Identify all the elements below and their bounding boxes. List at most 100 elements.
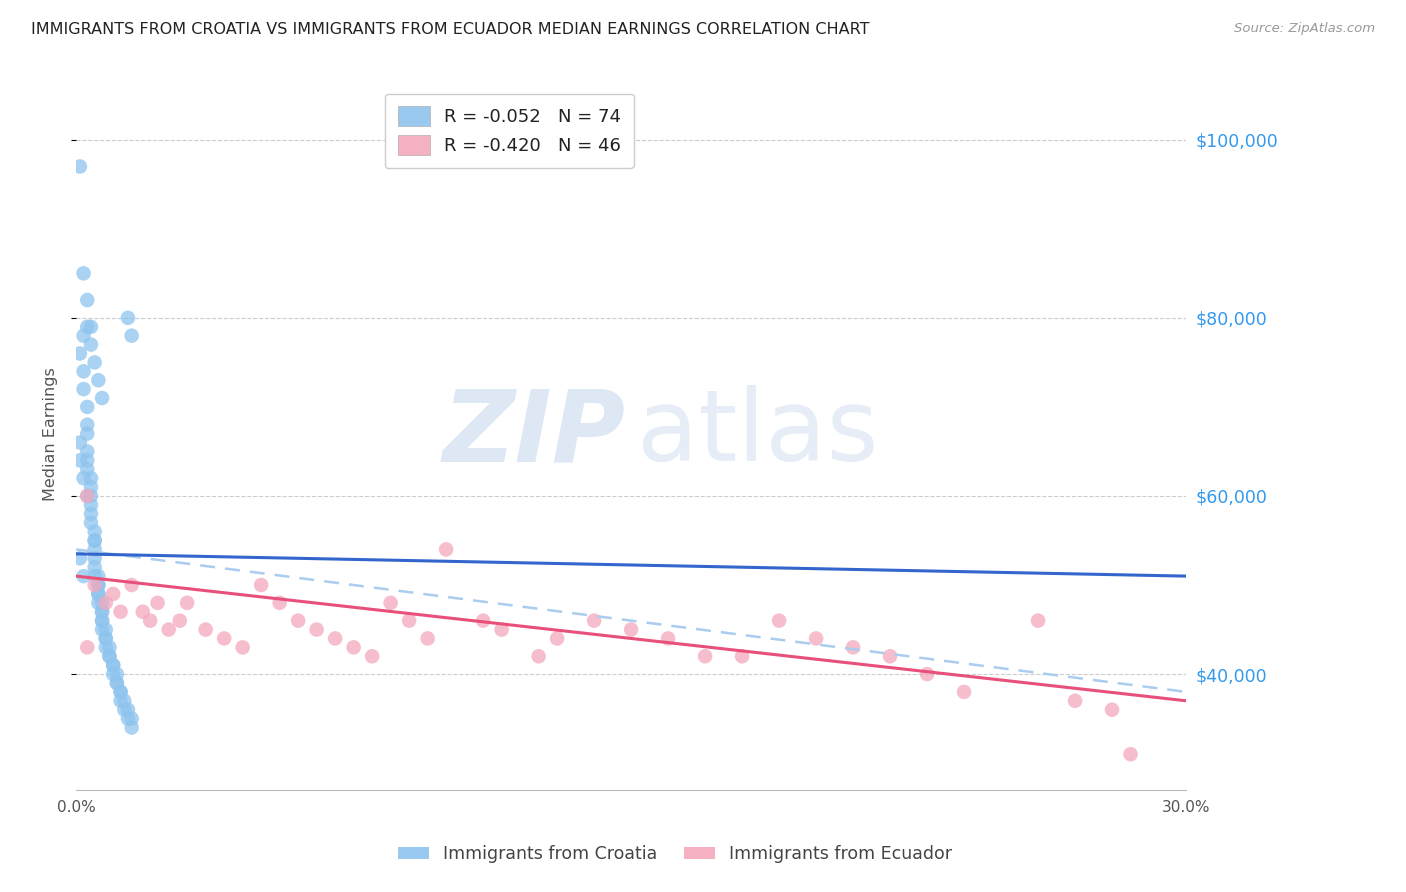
Point [121,328,143,343]
Point [112,703,135,717]
Point [98,649,121,664]
Point [72,328,94,343]
Point [83,533,105,548]
Point [269,596,291,610]
Point [112,694,135,708]
Point [343,640,366,655]
Point [80,516,103,530]
Point [132,605,155,619]
Point [87,373,110,387]
Point [69,453,91,467]
Point [72,382,94,396]
Point [76,293,98,307]
Point [398,614,420,628]
Point [121,721,143,735]
Point [98,640,121,655]
Point [915,667,938,681]
Point [110,694,132,708]
Point [101,587,124,601]
Point [842,640,865,655]
Point [91,391,114,405]
Point [94,623,117,637]
Point [80,498,103,512]
Point [117,712,139,726]
Point [1101,703,1123,717]
Point [657,632,679,646]
Point [121,712,143,726]
Point [76,444,98,458]
Point [87,587,110,601]
Point [94,640,117,655]
Point [72,364,94,378]
Point [1119,747,1142,762]
Point [110,685,132,699]
Point [287,614,309,628]
Point [117,310,139,325]
Point [87,596,110,610]
Text: IMMIGRANTS FROM CROATIA VS IMMIGRANTS FROM ECUADOR MEDIAN EARNINGS CORRELATION C: IMMIGRANTS FROM CROATIA VS IMMIGRANTS FR… [31,22,869,37]
Point [80,319,103,334]
Point [105,667,128,681]
Point [110,605,132,619]
Point [101,667,124,681]
Point [80,480,103,494]
Point [434,542,457,557]
Point [72,266,94,280]
Point [250,578,273,592]
Point [1064,694,1087,708]
Point [323,632,346,646]
Text: atlas: atlas [637,385,879,483]
Point [76,417,98,432]
Point [194,623,217,637]
Point [361,649,384,664]
Point [83,560,105,574]
Point [72,471,94,485]
Point [176,596,198,610]
Point [94,632,117,646]
Point [76,640,98,655]
Point [80,337,103,351]
Point [232,640,254,655]
Point [76,489,98,503]
Y-axis label: Median Earnings: Median Earnings [44,367,58,500]
Point [146,596,169,610]
Point [583,614,606,628]
Point [83,578,105,592]
Point [804,632,827,646]
Point [76,426,98,441]
Point [101,658,124,673]
Point [546,632,568,646]
Point [101,658,124,673]
Point [72,569,94,583]
Point [69,435,91,450]
Point [212,632,235,646]
Point [76,489,98,503]
Point [76,319,98,334]
Point [879,649,901,664]
Point [91,605,114,619]
Point [69,551,91,566]
Point [416,632,439,646]
Point [91,596,114,610]
Point [91,614,114,628]
Point [83,569,105,583]
Text: Source: ZipAtlas.com: Source: ZipAtlas.com [1234,22,1375,36]
Text: ZIP: ZIP [443,385,626,483]
Point [83,355,105,369]
Point [76,462,98,476]
Point [83,542,105,557]
Point [80,507,103,521]
Point [491,623,513,637]
Point [105,676,128,690]
Point [76,400,98,414]
Point [121,578,143,592]
Point [305,623,328,637]
Point [76,453,98,467]
Point [91,605,114,619]
Legend: Immigrants from Croatia, Immigrants from Ecuador: Immigrants from Croatia, Immigrants from… [391,838,959,870]
Point [472,614,495,628]
Point [83,551,105,566]
Point [87,578,110,592]
Point [91,614,114,628]
Point [527,649,550,664]
